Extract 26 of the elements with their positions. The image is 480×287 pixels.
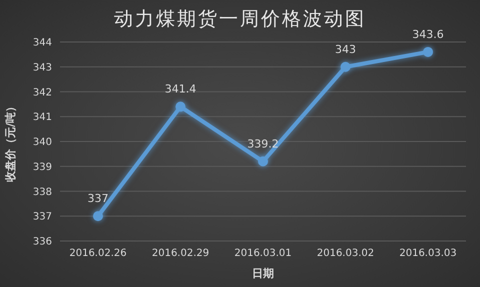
point [176, 102, 186, 112]
x-axis-title: 日期 [252, 267, 274, 280]
point [423, 46, 433, 57]
point [93, 211, 103, 222]
chart-title: 动力煤期货一周价格波动图 [114, 8, 366, 30]
x-tick-label: 2016.03.01 [234, 248, 292, 260]
y-tick-label: 337 [32, 212, 52, 223]
x-tick-label: 2016.02.26 [69, 248, 127, 260]
y-tick-label: 342 [32, 87, 52, 98]
data-label: 343 [335, 42, 356, 56]
y-tick-label: 344 [32, 38, 52, 49]
data-label: 343.6 [412, 28, 444, 41]
x-tick-label: 2016.03.03 [399, 248, 457, 260]
point [340, 62, 350, 72]
data-label: 341.4 [164, 82, 196, 96]
y-tick-label: 336 [32, 236, 52, 248]
point [258, 156, 268, 166]
y-axis-title: 收盘价（元/吨） [4, 100, 17, 182]
y-tick-label: 340 [32, 137, 52, 148]
y-tick-label: 339 [32, 162, 52, 173]
y-tick-label: 338 [32, 186, 52, 198]
x-tick-label: 2016.03.02 [316, 248, 374, 260]
x-tick-label: 2016.02.29 [152, 248, 210, 260]
data-label: 337 [88, 192, 108, 206]
y-tick-label: 343 [32, 62, 52, 74]
y-tick-label: 341 [32, 112, 52, 124]
